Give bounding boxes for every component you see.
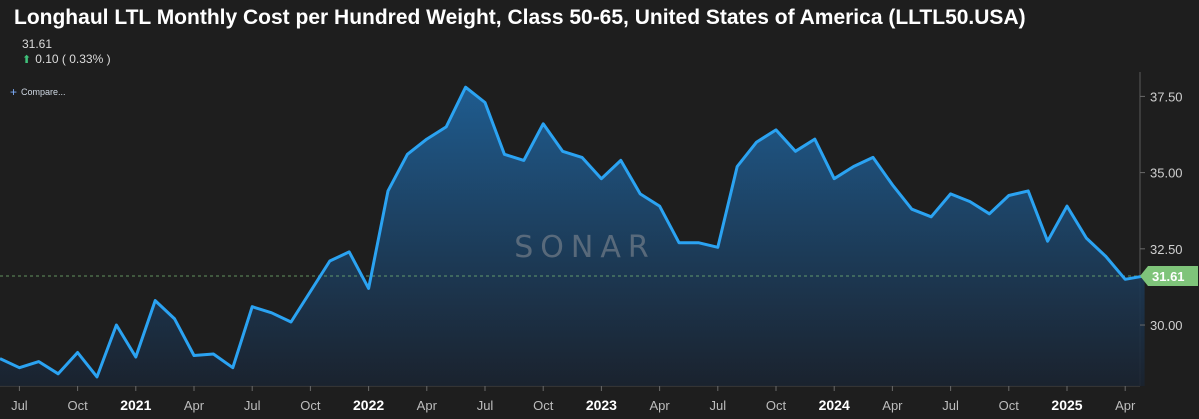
x-tick-label: 2025 [1051,397,1082,413]
compare-button[interactable]: + Compare... [10,84,66,99]
x-tick-label: Oct [67,398,88,413]
x-tick-label: 2021 [120,397,151,413]
series-line [0,85,1145,379]
x-tick-label: Jul [942,398,959,413]
watermark-text: SONAR [514,230,655,265]
x-tick-label: Apr [1115,398,1136,413]
x-tick-label: Apr [649,398,670,413]
y-tick-label: 32.50 [1150,242,1183,257]
x-tick-label: Jul [709,398,726,413]
x-tick-label: Apr [882,398,903,413]
last-value-badge [1140,265,1198,286]
y-tick-label: 35.00 [1150,166,1183,181]
x-tick-label: 2022 [353,397,384,413]
x-tick-label: Oct [300,398,321,413]
x-tick-label: Oct [999,398,1020,413]
x-tick-label: Jul [244,398,261,413]
change-text: 0.10 ( 0.33% ) [35,52,111,66]
x-tick-label: Oct [533,398,554,413]
series-area [0,87,1145,386]
x-tick-label: Jul [11,398,28,413]
x-tick-label: 2023 [586,397,617,413]
x-tick-label: Jul [477,398,494,413]
change-readout: ⬆ 0.10 ( 0.33% ) [22,52,111,66]
y-tick-label: 37.50 [1150,89,1183,104]
x-tick-label: Apr [417,398,438,413]
arrow-up-icon: ⬆ [22,53,32,66]
x-tick-label: Oct [766,398,787,413]
last-value-readout: 31.61 [22,37,53,51]
x-tick-label: Apr [184,398,205,413]
y-tick-label: 30.00 [1150,318,1183,333]
compare-label: Compare... [21,87,66,97]
last-value-badge-label: 31.61 [1152,269,1185,284]
x-tick-label: 2024 [819,397,850,413]
chart-title: Longhaul LTL Monthly Cost per Hundred We… [14,6,1026,29]
plus-icon: + [10,84,18,99]
